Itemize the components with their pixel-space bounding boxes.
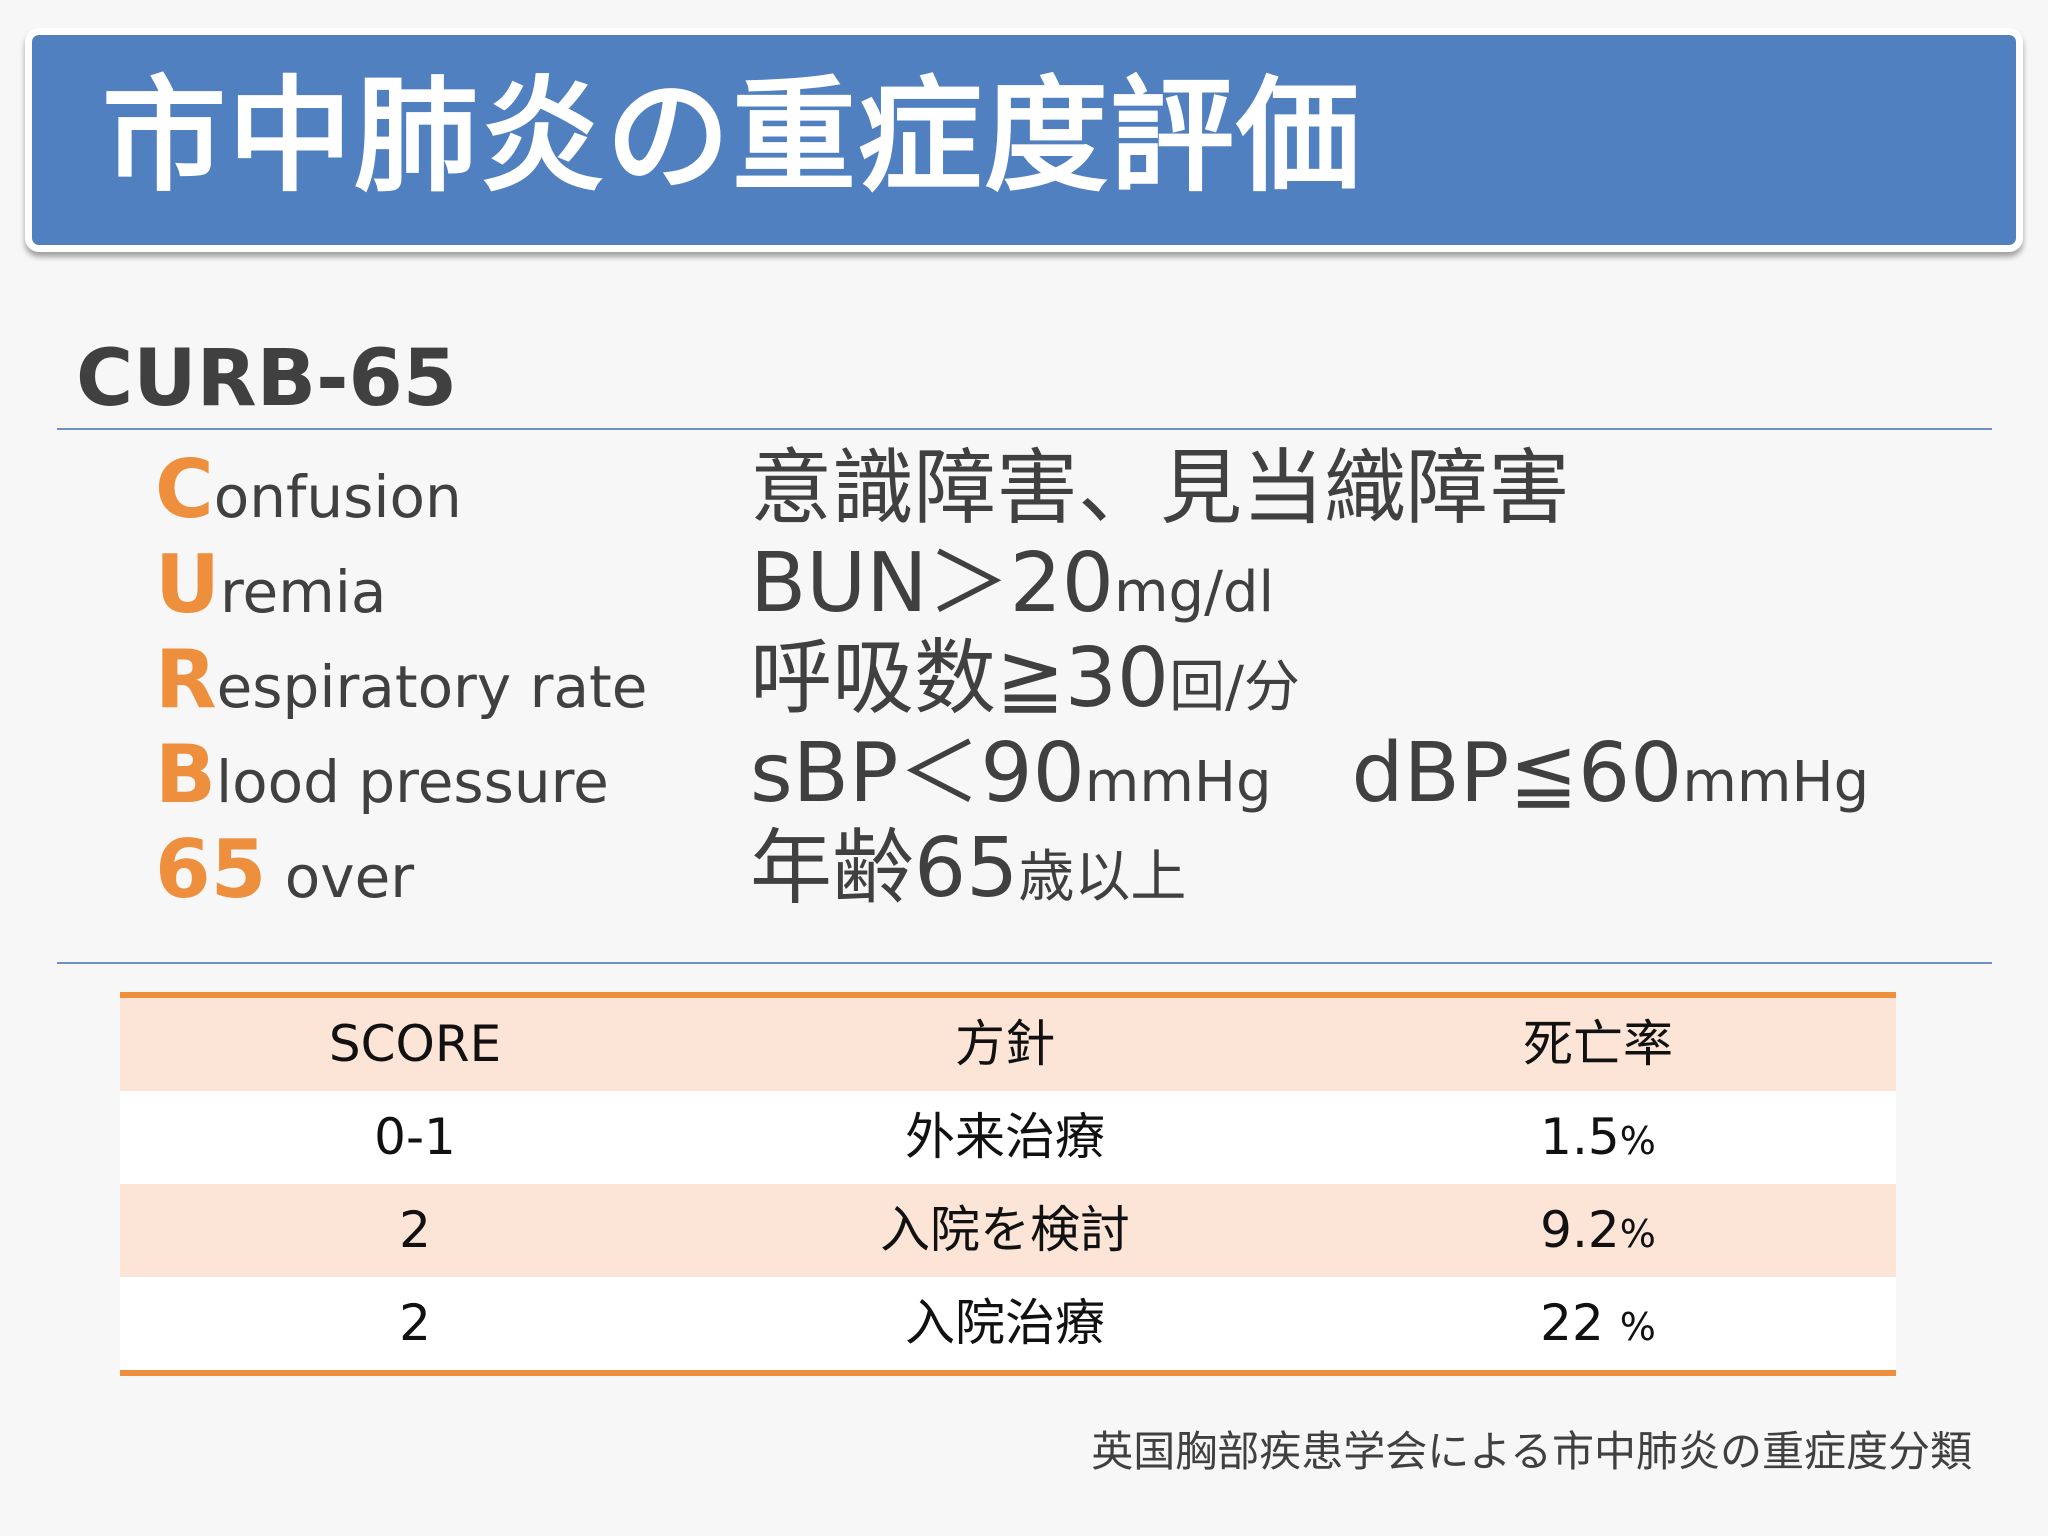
criterion-row-blood-pressure: Blood pressure sBP＜90mmHg dBP≦60mmHg xyxy=(155,733,2015,823)
criterion-initial: B xyxy=(155,728,216,821)
mortality-value: 9.2 xyxy=(1540,1201,1620,1259)
criterion-rest: espiratory rate xyxy=(216,653,648,721)
criterion-value-text: 年齢65 xyxy=(750,821,1019,916)
table-bottom-border xyxy=(120,1370,1896,1376)
table-row: 2 入院を検討 9.2% xyxy=(120,1184,1896,1277)
mortality-unit: % xyxy=(1619,1212,1656,1256)
source-caption: 英国胸部疾患学会による市中肺炎の重症度分類 xyxy=(1091,1427,1972,1476)
mortality-cell: 22 % xyxy=(1300,1277,1896,1370)
criterion-initial: 65 xyxy=(155,823,267,916)
criterion-value-text-2: dBP≦60 xyxy=(1351,726,1683,821)
score-cell: 0-1 xyxy=(374,1108,456,1166)
mortality-unit: % xyxy=(1619,1119,1656,1163)
mortality-unit: % xyxy=(1619,1305,1656,1349)
criterion-row-respiratory: Respiratory rate 呼吸数≧30回/分 xyxy=(155,638,2015,728)
criterion-initial: R xyxy=(155,633,217,726)
criterion-value-text: 呼吸数≧30 xyxy=(750,631,1170,726)
policy-cell: 入院を検討 xyxy=(880,1201,1130,1259)
policy-cell: 外来治療 xyxy=(905,1108,1105,1166)
criterion-value: 呼吸数≧30回/分 xyxy=(750,638,1300,720)
header-mortality: 死亡率 xyxy=(1523,1015,1673,1073)
header-policy: 方針 xyxy=(955,1015,1055,1073)
criterion-rest: lood pressure xyxy=(215,748,609,816)
criterion-unit: 歳以上 xyxy=(1018,845,1187,910)
table-row: 0-1 外来治療 1.5% xyxy=(120,1091,1896,1184)
mortality-value: 1.5 xyxy=(1540,1108,1620,1166)
criterion-unit: 回/分 xyxy=(1169,655,1300,720)
slide-title: 市中肺炎の重症度評価 xyxy=(102,65,1363,209)
criterion-label: Respiratory rate xyxy=(155,640,647,720)
criterion-rest: onfusion xyxy=(213,463,462,531)
mortality-cell: 9.2% xyxy=(1300,1184,1896,1277)
criterion-value: BUN＞20mg/dl xyxy=(750,543,1274,625)
criterion-unit: mg/dl xyxy=(1113,560,1275,625)
criterion-rest: remia xyxy=(219,558,387,626)
criterion-label: Blood pressure xyxy=(155,735,609,815)
criterion-row-uremia: Uremia BUN＞20mg/dl xyxy=(155,543,2015,633)
divider-top xyxy=(57,428,1992,430)
table-header-row: SCORE 方針 死亡率 xyxy=(120,998,1896,1091)
criterion-label: Uremia xyxy=(155,545,386,625)
title-banner: 市中肺炎の重症度評価 xyxy=(25,28,2023,252)
table-top-border xyxy=(120,992,1896,998)
divider-bottom xyxy=(57,962,1992,964)
mortality-value: 22 xyxy=(1540,1294,1620,1352)
criterion-unit: mmHg xyxy=(1084,750,1272,815)
criterion-value-text: 意識障害、見当織障害 xyxy=(750,441,1571,536)
criterion-rest: over xyxy=(266,843,415,911)
criterion-unit-2: mmHg xyxy=(1682,750,1870,815)
table-row: 2 入院治療 22 % xyxy=(120,1277,1896,1370)
header-score: SCORE xyxy=(328,1015,502,1073)
mortality-cell: 1.5% xyxy=(1300,1091,1896,1184)
criterion-label: Confusion xyxy=(155,450,462,530)
score-cell: 2 xyxy=(399,1201,431,1259)
criterion-initial: U xyxy=(155,538,220,631)
criterion-row-confusion: Confusion 意識障害、見当織障害 xyxy=(155,448,2015,538)
section-title: CURB-65 xyxy=(76,334,458,424)
criterion-initial: C xyxy=(155,443,214,536)
criterion-value: 年齢65歳以上 xyxy=(750,828,1186,910)
criterion-label: 65 over xyxy=(155,830,414,910)
criterion-value: 意識障害、見当織障害 xyxy=(750,448,1570,530)
criterion-value: sBP＜90mmHg dBP≦60mmHg xyxy=(750,733,1869,815)
criterion-row-age: 65 over 年齢65歳以上 xyxy=(155,828,2015,918)
policy-cell: 入院治療 xyxy=(905,1294,1105,1352)
criterion-value-text: sBP＜90 xyxy=(750,726,1085,821)
score-cell: 2 xyxy=(399,1294,431,1352)
criterion-value-text: BUN＞20 xyxy=(750,536,1114,631)
